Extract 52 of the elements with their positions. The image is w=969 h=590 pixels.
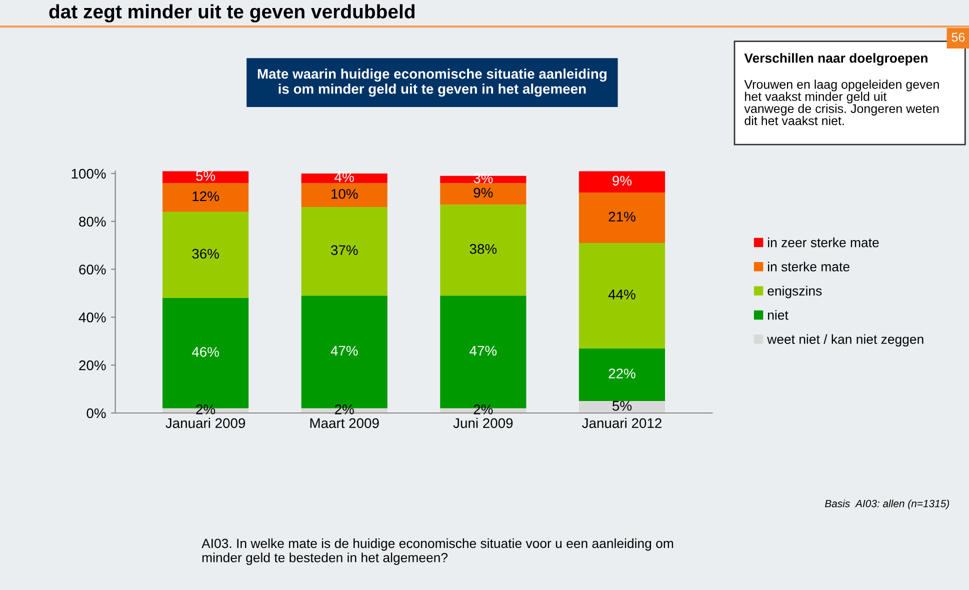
bar (578, 171, 666, 193)
bar (301, 183, 388, 208)
data-label: 21% (608, 212, 636, 222)
data-label: 37% (330, 245, 358, 256)
bar (578, 192, 666, 243)
data-label: 12% (192, 191, 219, 202)
y-tick-label: 100% (72, 168, 106, 179)
bar (578, 348, 666, 402)
text: AI03. In welke mate is de huidige economische situatie voor u een aanleiding om minder geld te besteden in het algemeen? (202, 538, 674, 565)
data-label: 5% (612, 400, 632, 411)
y-tick-label: 80% (79, 216, 106, 227)
data-label: 47% (330, 346, 358, 356)
y-tick-label: 40% (78, 312, 106, 322)
data-label: 9% (474, 188, 493, 198)
text: Basis AI03: allen (n=1315) (824, 500, 950, 510)
legend-label: enigszins (768, 286, 822, 298)
text: Verschillen naar doelgroepen (744, 53, 928, 66)
data-label: 4% (334, 172, 354, 182)
bar (162, 171, 249, 184)
y-tick-label: 0% (86, 408, 106, 418)
text: 56 (952, 32, 965, 42)
bar (301, 207, 388, 296)
bar (440, 204, 526, 296)
text: dat zegt minder uit te geven verdubbeld (49, 4, 415, 22)
bar (578, 242, 666, 348)
y-tick-label: 60% (79, 264, 106, 274)
data-label: 3% (474, 173, 493, 184)
data-label: 38% (470, 244, 497, 254)
x-tick-label: Juni 2009 (453, 418, 513, 428)
legend-label: niet (768, 310, 788, 320)
data-label: 46% (192, 347, 219, 357)
data-label: 9% (612, 176, 632, 186)
chart-title: Mate waarin huidige economische situatie aanleiding is om minder geld uit te geven in het algemeen (258, 68, 606, 97)
legend-label: weet niet / kan niet zeggen (767, 334, 924, 347)
bar (162, 183, 249, 212)
bar (162, 212, 249, 298)
x-tick-label: Januari 2009 (166, 418, 246, 428)
data-label: 44% (608, 290, 636, 300)
text: Vrouwen en laag opgeleiden geven het vaakst minder geld uit vanwege de crisis. Jongeren weten dit het vaakst niet. (744, 80, 939, 126)
bar (301, 173, 388, 184)
data-label: 22% (608, 368, 636, 378)
data-label: 36% (192, 248, 219, 259)
x-tick-label: Maart 2009 (310, 418, 379, 428)
legend-label: in sterke mate (768, 262, 850, 272)
x-tick-label: Januari 2012 (582, 418, 662, 428)
data-label: 10% (332, 188, 358, 199)
data-label: 47% (470, 346, 497, 356)
bar (578, 401, 666, 413)
bar (440, 183, 526, 205)
legend-label: in zeer sterke mate (768, 238, 879, 248)
data-label: 5% (196, 171, 216, 181)
y-tick-label: 20% (79, 360, 106, 370)
